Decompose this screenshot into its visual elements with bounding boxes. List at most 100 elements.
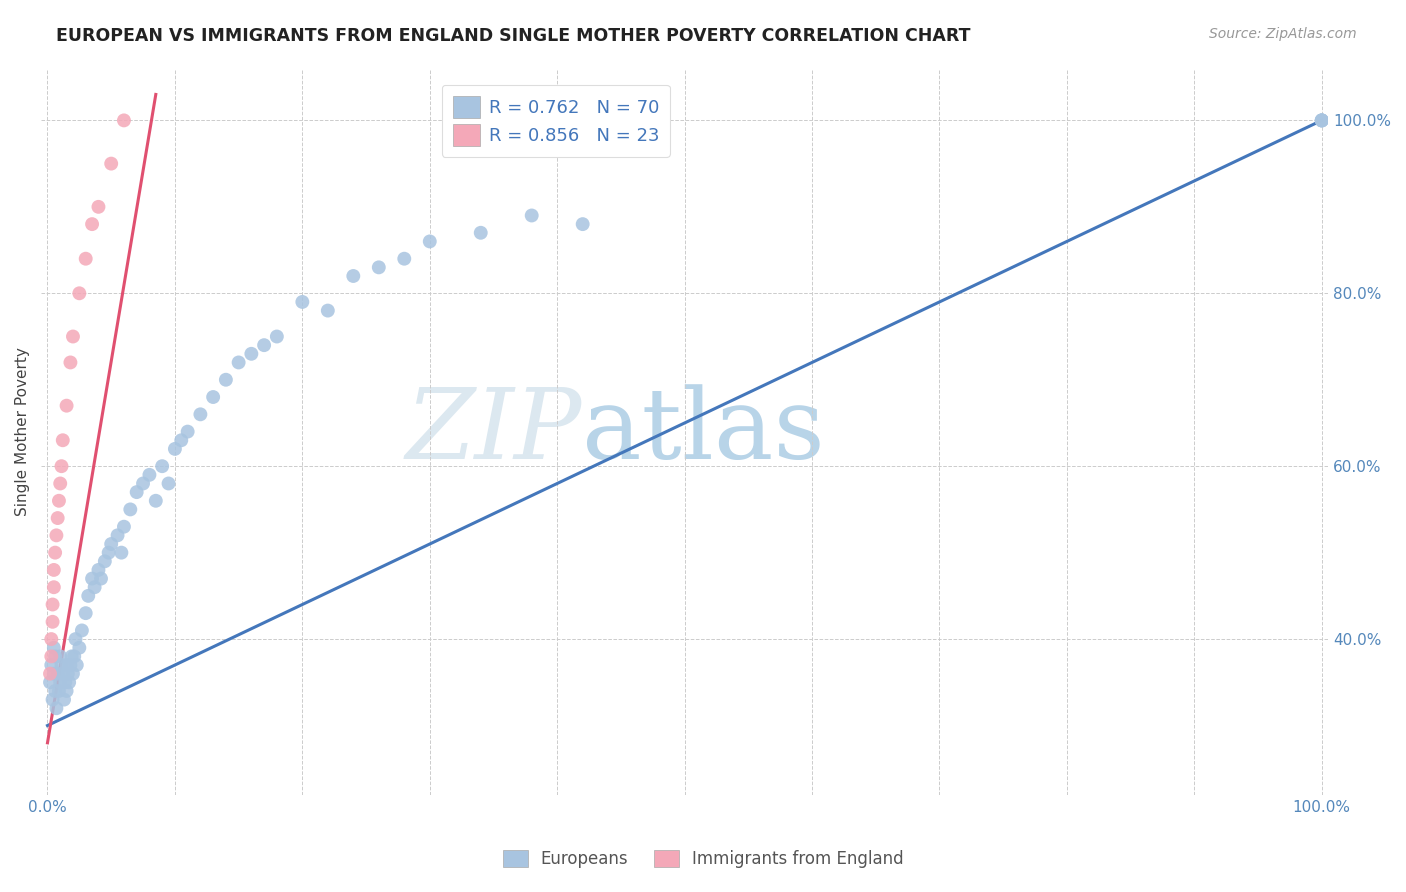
Text: Source: ZipAtlas.com: Source: ZipAtlas.com bbox=[1209, 27, 1357, 41]
Point bbox=[41, 692, 63, 706]
Point bbox=[42, 640, 65, 655]
Point bbox=[316, 303, 339, 318]
Text: ZIP: ZIP bbox=[405, 384, 582, 479]
Point bbox=[55, 399, 77, 413]
Point bbox=[44, 684, 66, 698]
Point bbox=[56, 666, 79, 681]
Point bbox=[367, 260, 389, 275]
Point bbox=[80, 217, 103, 231]
Point bbox=[120, 502, 142, 516]
Point bbox=[253, 338, 276, 352]
Point bbox=[107, 528, 129, 542]
Point bbox=[215, 373, 238, 387]
Point bbox=[75, 252, 97, 266]
Point bbox=[65, 632, 87, 646]
Point bbox=[49, 675, 72, 690]
Point bbox=[145, 493, 167, 508]
Point bbox=[83, 580, 105, 594]
Point bbox=[70, 624, 93, 638]
Point bbox=[190, 407, 212, 421]
Point bbox=[44, 546, 66, 560]
Point bbox=[90, 572, 112, 586]
Point bbox=[132, 476, 155, 491]
Point bbox=[48, 493, 70, 508]
Point bbox=[470, 226, 492, 240]
Point bbox=[1310, 113, 1333, 128]
Point bbox=[87, 563, 110, 577]
Point bbox=[55, 684, 77, 698]
Point bbox=[41, 598, 63, 612]
Point bbox=[53, 675, 76, 690]
Point bbox=[112, 113, 135, 128]
Point bbox=[394, 252, 416, 266]
Point bbox=[87, 200, 110, 214]
Point bbox=[46, 511, 69, 525]
Point bbox=[138, 467, 160, 482]
Point bbox=[39, 632, 62, 646]
Point bbox=[100, 156, 122, 170]
Point bbox=[59, 658, 82, 673]
Point bbox=[228, 355, 250, 369]
Point bbox=[176, 425, 198, 439]
Point bbox=[80, 572, 103, 586]
Point bbox=[66, 658, 89, 673]
Point bbox=[55, 658, 77, 673]
Point bbox=[157, 476, 180, 491]
Point bbox=[67, 286, 90, 301]
Point bbox=[51, 459, 73, 474]
Point bbox=[110, 546, 132, 560]
Point bbox=[63, 649, 86, 664]
Point bbox=[150, 459, 173, 474]
Y-axis label: Single Mother Poverty: Single Mother Poverty bbox=[15, 347, 30, 516]
Point bbox=[112, 519, 135, 533]
Point bbox=[163, 442, 186, 456]
Point bbox=[52, 434, 75, 448]
Point bbox=[60, 649, 83, 664]
Point bbox=[42, 666, 65, 681]
Point bbox=[75, 606, 97, 620]
Point bbox=[42, 580, 65, 594]
Point bbox=[520, 209, 543, 223]
Point bbox=[291, 294, 314, 309]
Text: EUROPEAN VS IMMIGRANTS FROM ENGLAND SINGLE MOTHER POVERTY CORRELATION CHART: EUROPEAN VS IMMIGRANTS FROM ENGLAND SING… bbox=[56, 27, 970, 45]
Point bbox=[41, 615, 63, 629]
Point bbox=[45, 701, 67, 715]
Point bbox=[1310, 113, 1333, 128]
Point bbox=[419, 235, 441, 249]
Point bbox=[62, 666, 84, 681]
Point bbox=[67, 640, 90, 655]
Point bbox=[58, 675, 80, 690]
Point bbox=[48, 684, 70, 698]
Legend: Europeans, Immigrants from England: Europeans, Immigrants from England bbox=[496, 843, 910, 875]
Point bbox=[77, 589, 100, 603]
Point bbox=[42, 563, 65, 577]
Point bbox=[52, 666, 75, 681]
Point bbox=[571, 217, 593, 231]
Point bbox=[100, 537, 122, 551]
Legend: R = 0.762   N = 70, R = 0.856   N = 23: R = 0.762 N = 70, R = 0.856 N = 23 bbox=[441, 85, 671, 157]
Point bbox=[62, 329, 84, 343]
Point bbox=[45, 528, 67, 542]
Point bbox=[51, 658, 73, 673]
Point bbox=[39, 675, 62, 690]
Point bbox=[1310, 113, 1333, 128]
Point bbox=[342, 268, 364, 283]
Point bbox=[125, 485, 148, 500]
Point bbox=[202, 390, 225, 404]
Point bbox=[49, 649, 72, 664]
Point bbox=[49, 476, 72, 491]
Point bbox=[97, 546, 120, 560]
Point bbox=[94, 554, 117, 568]
Point bbox=[240, 347, 263, 361]
Point bbox=[46, 666, 69, 681]
Point bbox=[39, 658, 62, 673]
Point bbox=[266, 329, 288, 343]
Point bbox=[53, 692, 76, 706]
Point bbox=[39, 666, 62, 681]
Text: atlas: atlas bbox=[582, 384, 824, 480]
Point bbox=[59, 355, 82, 369]
Point bbox=[1310, 113, 1333, 128]
Point bbox=[170, 434, 193, 448]
Point bbox=[39, 649, 62, 664]
Point bbox=[44, 649, 66, 664]
